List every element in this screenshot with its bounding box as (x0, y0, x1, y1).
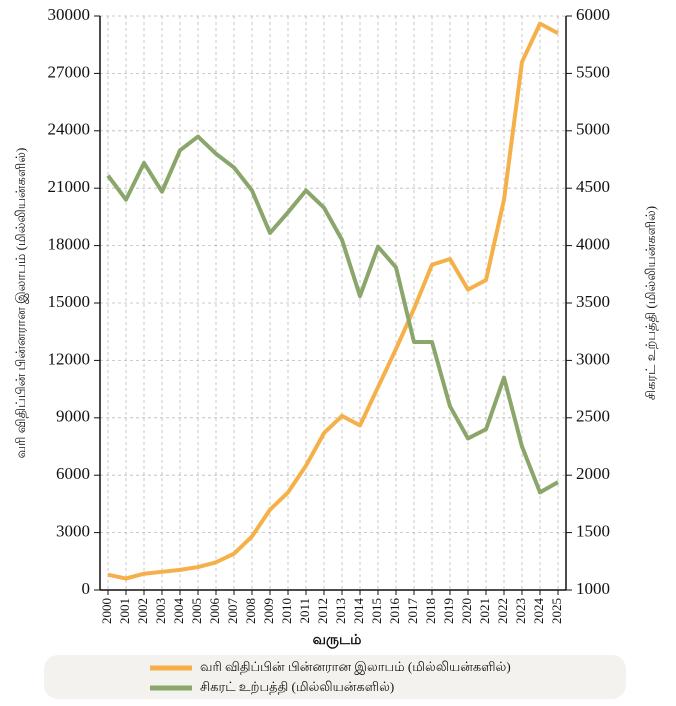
x-tick-label: 2005 (189, 598, 204, 624)
x-tick-label: 2006 (207, 598, 222, 625)
x-tick-label: 2017 (405, 598, 420, 625)
x-tick-label: 2025 (549, 598, 564, 624)
x-tick-label: 2023 (513, 598, 528, 624)
x-tick-label: 2008 (243, 598, 258, 624)
x-tick-label: 2013 (333, 598, 348, 624)
series-line (107, 21, 559, 581)
y2-tick-label: 5500 (576, 62, 610, 81)
x-tick-label: 2001 (117, 598, 132, 624)
x-tick-label: 2014 (351, 598, 366, 625)
y-tick-label: 12000 (48, 349, 91, 368)
x-tick-label: 2024 (531, 598, 546, 625)
legend-label: வரி விதிப்பின் பின்னரான இலாபம் (மில்லியன… (200, 659, 511, 675)
x-tick-label: 2011 (297, 598, 312, 624)
x-tick-label: 2000 (99, 598, 114, 624)
y-tick-label: 21000 (48, 177, 91, 196)
x-tick-label: 2004 (171, 598, 186, 625)
y-tick-label: 24000 (48, 120, 91, 139)
y-tick-label: 3000 (56, 522, 90, 541)
legend-label: சிகரட் உற்பத்தி (மில்லியன்களில்) (200, 679, 394, 694)
y2-tick-label: 3000 (576, 349, 610, 368)
x-tick-label: 2022 (495, 598, 510, 624)
y-tick-label: 27000 (48, 62, 91, 81)
y-tick-label: 15000 (48, 292, 91, 311)
y2-tick-label: 1500 (576, 522, 610, 541)
y2-tick-label: 4500 (576, 177, 610, 196)
x-tick-label: 2003 (153, 598, 168, 624)
y-tick-label: 30000 (48, 5, 91, 24)
x-tick-label: 2010 (279, 598, 294, 624)
x-tick-label: 2015 (369, 598, 384, 624)
y2-tick-label: 1000 (576, 579, 610, 598)
x-tick-label: 2021 (477, 598, 492, 624)
y-tick-label: 9000 (56, 407, 90, 426)
y2-axis-label: சிகரட் உற்பத்தி (மில்லியன்களில்) (643, 206, 658, 400)
y-tick-label: 18000 (48, 235, 91, 254)
x-axis-label: வருடம் (313, 633, 362, 648)
x-tick-label: 2002 (135, 598, 150, 624)
x-tick-label: 2016 (387, 598, 402, 625)
x-tick-label: 2012 (315, 598, 330, 624)
series-line (106, 134, 559, 495)
x-tick-label: 2009 (261, 598, 276, 624)
x-tick-label: 2020 (459, 598, 474, 624)
y2-tick-label: 5000 (576, 120, 610, 139)
y2-tick-label: 6000 (576, 5, 610, 24)
y2-tick-label: 2500 (576, 407, 610, 426)
x-tick-label: 2018 (423, 598, 438, 624)
x-tick-label: 2007 (225, 598, 240, 625)
y-tick-label: 6000 (56, 464, 90, 483)
y2-tick-label: 4000 (576, 235, 610, 254)
y-tick-label: 0 (82, 579, 91, 598)
x-tick-label: 2019 (441, 598, 456, 624)
y2-tick-label: 3500 (576, 292, 610, 311)
y2-tick-label: 2000 (576, 464, 610, 483)
y-axis-label: வரி விதிப்பின் பின்னரான இலாபம் (மில்லியன… (13, 148, 29, 459)
